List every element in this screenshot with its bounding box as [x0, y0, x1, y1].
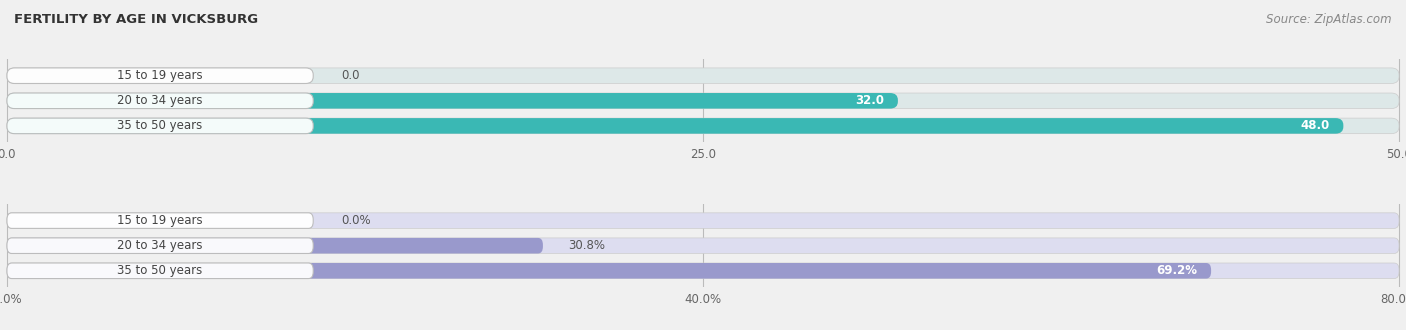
FancyBboxPatch shape: [7, 68, 314, 83]
FancyBboxPatch shape: [7, 263, 314, 279]
Text: 20 to 34 years: 20 to 34 years: [117, 239, 202, 252]
Text: 30.8%: 30.8%: [568, 239, 605, 252]
FancyBboxPatch shape: [7, 263, 1399, 279]
FancyBboxPatch shape: [7, 213, 314, 228]
FancyBboxPatch shape: [7, 238, 1399, 253]
FancyBboxPatch shape: [7, 118, 1343, 134]
Text: 35 to 50 years: 35 to 50 years: [118, 264, 202, 277]
FancyBboxPatch shape: [7, 263, 1211, 279]
Text: 0.0: 0.0: [342, 69, 360, 82]
Text: Source: ZipAtlas.com: Source: ZipAtlas.com: [1267, 13, 1392, 26]
Text: 32.0: 32.0: [855, 94, 884, 107]
FancyBboxPatch shape: [7, 93, 314, 109]
Text: 15 to 19 years: 15 to 19 years: [117, 214, 202, 227]
Text: 20 to 34 years: 20 to 34 years: [117, 94, 202, 107]
FancyBboxPatch shape: [7, 238, 314, 253]
Text: 15 to 19 years: 15 to 19 years: [117, 69, 202, 82]
Text: 35 to 50 years: 35 to 50 years: [118, 119, 202, 132]
FancyBboxPatch shape: [7, 93, 898, 109]
FancyBboxPatch shape: [7, 213, 1399, 228]
Text: 0.0%: 0.0%: [342, 214, 371, 227]
FancyBboxPatch shape: [7, 93, 1399, 109]
Text: 48.0: 48.0: [1301, 119, 1330, 132]
FancyBboxPatch shape: [7, 238, 543, 253]
FancyBboxPatch shape: [7, 118, 314, 134]
Text: 69.2%: 69.2%: [1156, 264, 1197, 277]
FancyBboxPatch shape: [7, 118, 1399, 134]
Text: FERTILITY BY AGE IN VICKSBURG: FERTILITY BY AGE IN VICKSBURG: [14, 13, 259, 26]
FancyBboxPatch shape: [7, 68, 1399, 83]
